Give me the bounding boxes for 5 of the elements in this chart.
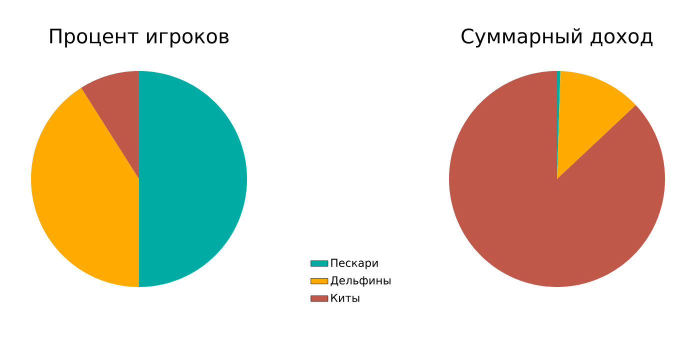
- chart-title: Процент игроков: [50, 28, 229, 48]
- legend-label: Пескари: [331, 258, 378, 270]
- legend-label: Киты: [331, 294, 360, 302]
- legend-label: Дельфины: [330, 276, 390, 287]
- chart-title: Суммарный доход: [462, 28, 653, 48]
